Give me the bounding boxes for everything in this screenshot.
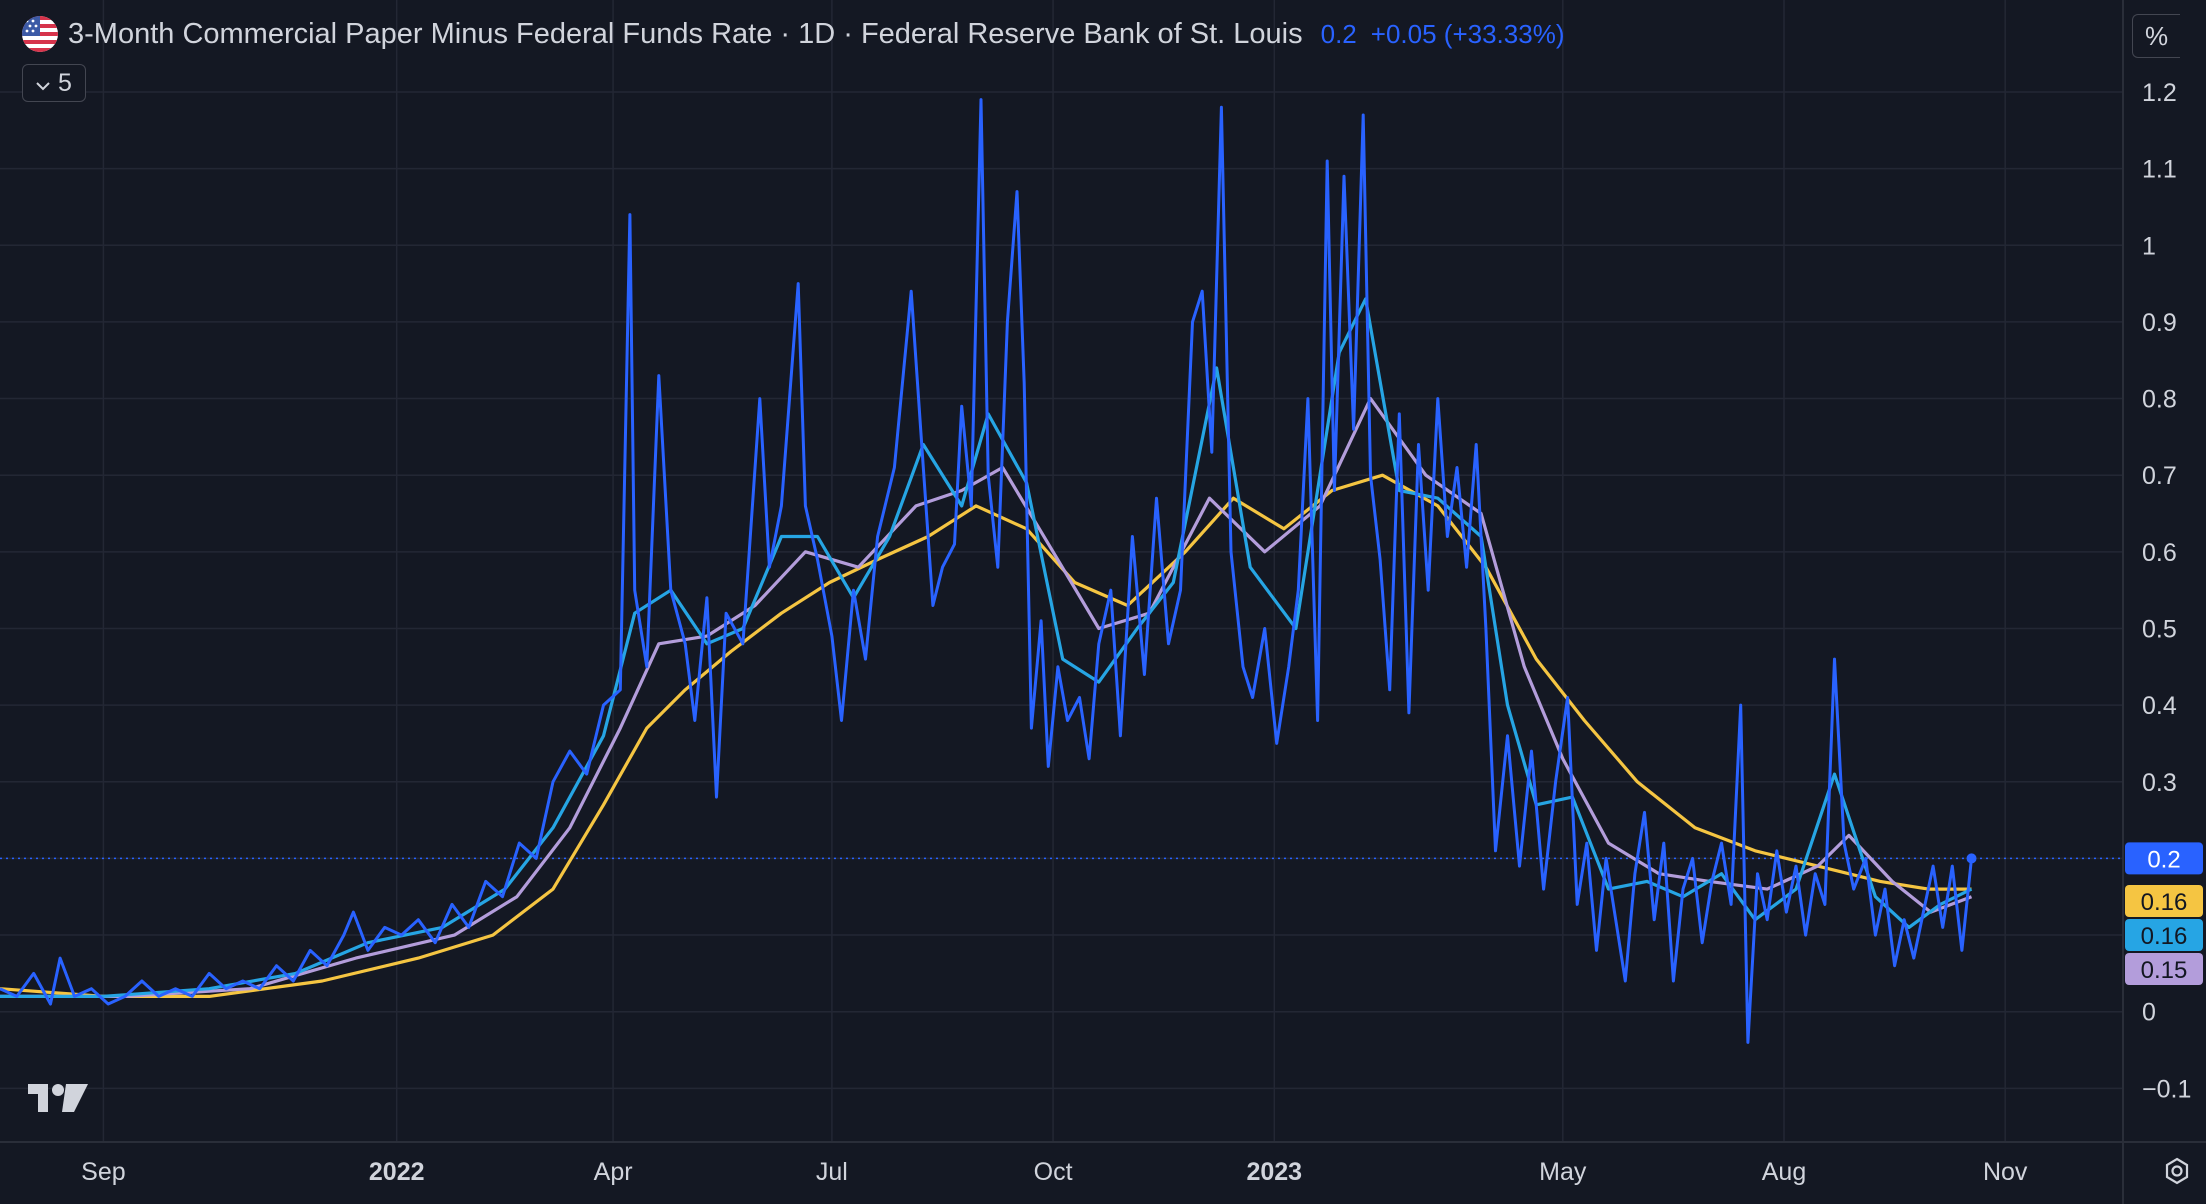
- price-label-box: [2125, 885, 2203, 917]
- y-tick-label: 0.6: [2142, 539, 2177, 567]
- x-tick-label: Sep: [81, 1158, 125, 1186]
- indicators-collapse-button[interactable]: 5: [22, 64, 86, 102]
- x-tick-label: Oct: [1034, 1158, 1073, 1186]
- percent-scale-button[interactable]: %: [2132, 14, 2180, 58]
- chart-settings-button[interactable]: [2158, 1152, 2196, 1190]
- us-flag-icon: [22, 16, 58, 52]
- x-tick-label: 2023: [1246, 1158, 1302, 1186]
- last-value: 0.2: [1320, 18, 1357, 49]
- price-label-value: 0.16: [2141, 889, 2188, 916]
- price-labels: 0.2 0.16 0.16 0.15: [2125, 842, 2203, 985]
- x-tick-label: May: [1539, 1158, 1587, 1186]
- grid: [0, 0, 2123, 1142]
- x-tick-label: Jul: [816, 1158, 848, 1186]
- y-tick-label: 1.1: [2142, 156, 2177, 184]
- x-tick-label: 2022: [369, 1158, 425, 1186]
- series-legend: 3-Month Commercial Paper Minus Federal F…: [22, 14, 1564, 54]
- series: [0, 98, 1977, 1044]
- price-label-value: 0.15: [2141, 957, 2188, 984]
- percent-scale-label: %: [2144, 20, 2169, 51]
- price-series-line: [0, 98, 1973, 1044]
- tradingview-logo[interactable]: [26, 1080, 90, 1116]
- x-tick-label: Apr: [594, 1158, 633, 1186]
- time-axis[interactable]: Sep 2022 Apr Jul Oct 2023 May Aug Nov: [81, 1158, 2028, 1186]
- y-tick-label: 1.2: [2142, 79, 2177, 107]
- indicator-count: 5: [58, 68, 72, 97]
- moving-average-mid-line: [0, 397, 1973, 998]
- y-tick-label: 0.8: [2142, 386, 2177, 414]
- price-label-box: [2125, 919, 2203, 951]
- price-label-box: [2125, 842, 2203, 875]
- price-label-value: 0.2: [2147, 846, 2180, 873]
- y-tick-label: 0.9: [2142, 309, 2177, 337]
- gear-icon: [2165, 1157, 2189, 1185]
- price-label-box: [2125, 953, 2203, 985]
- symbol-title[interactable]: 3-Month Commercial Paper Minus Federal F…: [68, 17, 1303, 50]
- y-tick-label: 0.4: [2142, 692, 2177, 720]
- price-label-value: 0.16: [2141, 923, 2188, 950]
- y-tick-label: 0.3: [2142, 769, 2177, 797]
- last-point-marker: [1966, 853, 1977, 864]
- y-tick-label: 1: [2142, 232, 2156, 260]
- y-tick-label: 0.7: [2142, 462, 2177, 490]
- x-tick-label: Nov: [1983, 1158, 2028, 1186]
- price-change: +0.05 (+33.33%): [1370, 18, 1565, 49]
- y-tick-label: 0.5: [2142, 615, 2177, 643]
- x-tick-label: Aug: [1762, 1158, 1806, 1186]
- y-tick-label: 0: [2142, 999, 2156, 1027]
- y-tick-label: −0.1: [2142, 1075, 2191, 1103]
- tradingview-logo-icon: [28, 1084, 88, 1112]
- moving-average-slow-line: [0, 473, 1972, 998]
- chevron-down-icon: [36, 69, 50, 98]
